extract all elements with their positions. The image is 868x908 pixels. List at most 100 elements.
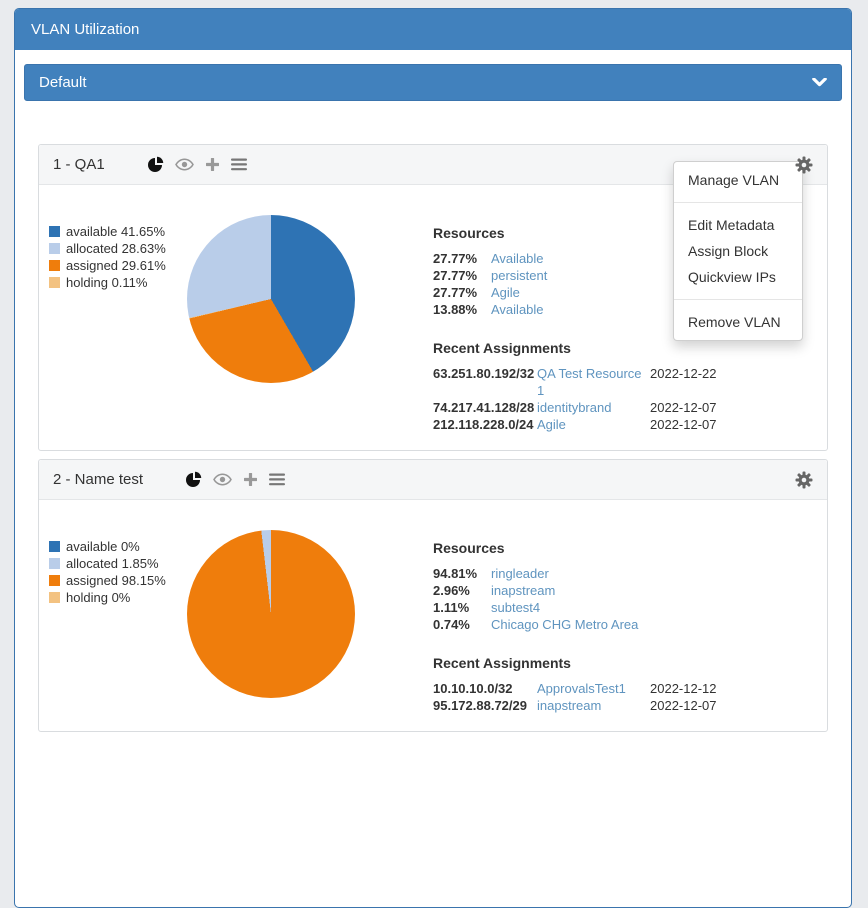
menu-divider — [674, 202, 802, 203]
group-title: Default — [39, 74, 87, 91]
vlan-card-title: 2 - Name test — [53, 471, 144, 488]
utilization-pie-chart — [187, 215, 355, 383]
utilization-pie-chart — [187, 530, 355, 698]
menu-item-manage-vlan[interactable]: Manage VLAN — [688, 172, 780, 188]
resource-pct: 27.77% — [433, 251, 478, 266]
vlan-card-header: 2 - Name test — [39, 460, 827, 500]
legend-term: allocated — [66, 241, 119, 256]
resource-link[interactable]: persistent — [491, 268, 548, 283]
menu-item-quickview-ips[interactable]: Quickview IPs — [688, 269, 776, 285]
assignment-row: 10.10.10.0/32 ApprovalsTest1 2022-12-12 — [433, 680, 717, 697]
assignment-block: 95.172.88.72/29 — [433, 698, 527, 713]
resource-pct: 94.81% — [433, 566, 478, 581]
assignments-list: 63.251.80.192/32 QA Test Resource 1 2022-1… — [433, 365, 717, 433]
resource-pct: 1.11% — [433, 600, 470, 615]
assignment-resource-link[interactable]: Agile — [537, 417, 566, 432]
recent-assignments-heading: Recent Assignments — [433, 340, 571, 356]
assignment-date: 2022-12-07 — [650, 698, 717, 713]
assignment-resource-link[interactable]: ApprovalsTest1 — [537, 681, 626, 696]
legend-item: allocated 1.85% — [49, 555, 179, 572]
menu-divider — [674, 299, 802, 300]
assignment-resource-link[interactable]: inapstream — [537, 698, 602, 713]
plus-icon[interactable] — [205, 157, 220, 172]
menu-item-edit-metadata[interactable]: Edit Metadata — [688, 217, 775, 233]
resource-pct: 13.88% — [433, 302, 478, 317]
menu-item-assign-block[interactable]: Assign Block — [688, 243, 769, 259]
gear-icon[interactable] — [795, 471, 813, 489]
assignment-block: 63.251.80.192/32 — [433, 366, 535, 381]
legend-item: holding 0.11% — [49, 274, 179, 291]
legend-swatch — [49, 575, 60, 586]
resource-row: 27.77% Agile — [433, 284, 717, 301]
resource-pct: 0.74% — [433, 617, 470, 632]
pie-chart-icon[interactable] — [147, 156, 164, 173]
assignment-date: 2022-12-07 — [650, 400, 717, 415]
gear-icon[interactable] — [795, 156, 813, 174]
legend-value: 98.15% — [121, 573, 166, 588]
card-toolbar — [185, 471, 286, 488]
assignment-row: 63.251.80.192/32 QA Test Resource 1 2022-1… — [433, 365, 717, 399]
resource-row: 94.81% ringleader — [433, 565, 717, 582]
resource-pct: 27.77% — [433, 285, 478, 300]
resource-row: 2.96% inapstream — [433, 582, 717, 599]
plus-icon[interactable] — [243, 472, 258, 487]
legend-value: 0.11% — [111, 275, 148, 290]
list-icon[interactable] — [269, 473, 286, 486]
vlan-card-header: 1 - QA1 — [39, 145, 827, 185]
legend-term: assigned — [66, 573, 119, 588]
resources-list: 27.77% Available 27.77% persistent 27.77% A… — [433, 250, 717, 318]
resource-link[interactable]: inapstream — [491, 583, 556, 598]
legend-term: assigned — [66, 258, 119, 273]
legend-value: 41.65% — [120, 224, 166, 239]
resource-link[interactable]: Available — [491, 302, 544, 317]
resource-link[interactable]: Agile — [491, 285, 520, 300]
pie-chart-icon[interactable] — [185, 471, 202, 488]
vlan-card-body: available 41.65% allocated 28.63% assign… — [39, 185, 827, 450]
chevron-down-icon[interactable] — [812, 73, 827, 92]
assignment-block: 74.217.41.128/28 — [433, 400, 535, 415]
gear-dropdown-menu: Manage VLAN Edit Metadata Assign Block Q… — [673, 161, 803, 341]
assignments-list: 10.10.10.0/32 ApprovalsTest1 2022-12-12 95… — [433, 680, 717, 714]
list-icon[interactable] — [230, 158, 247, 171]
assignment-row: 95.172.88.72/29 inapstream 2022-12-07 — [433, 697, 717, 714]
legend-item: assigned 98.15% — [49, 572, 179, 589]
resource-row: 27.77% Available — [433, 250, 717, 267]
resource-pct: 27.77% — [433, 268, 478, 283]
legend-swatch — [49, 541, 60, 552]
resource-row: 1.11% subtest4 — [433, 599, 717, 616]
vlan-card-body: available 0% allocated 1.85% assigned 98… — [39, 500, 827, 731]
resource-pct: 2.96% — [433, 583, 470, 598]
card-toolbar — [147, 156, 247, 173]
resource-link[interactable]: ringleader — [491, 566, 549, 581]
chart-legend: available 41.65% allocated 28.63% assign… — [49, 223, 179, 433]
card-details: Resources 27.77% Available 27.77% persiste… — [433, 215, 717, 433]
legend-term: available — [66, 224, 118, 239]
assignment-resource-link[interactable]: QA Test Resource 1 — [537, 366, 642, 398]
assignment-resource-link[interactable]: identitybrand — [537, 400, 612, 415]
legend-term: holding — [66, 590, 108, 605]
resource-link[interactable]: Chicago CHG Metro Area — [491, 617, 639, 632]
legend-value: 1.85% — [121, 556, 159, 571]
legend-term: holding — [66, 275, 108, 290]
eye-icon[interactable] — [174, 158, 194, 171]
resource-row: 0.74% Chicago CHG Metro Area — [433, 616, 717, 633]
resources-heading: Resources — [433, 225, 505, 241]
legend-item: assigned 29.61% — [49, 257, 179, 274]
legend-swatch — [49, 592, 60, 603]
assignment-date: 2022-12-22 — [650, 366, 717, 381]
assignment-block: 10.10.10.0/32 — [433, 681, 513, 696]
legend-swatch — [49, 558, 60, 569]
menu-item-remove-vlan[interactable]: Remove VLAN — [688, 314, 781, 330]
panel-body: Default 1 - QA1 — [15, 50, 851, 752]
resource-link[interactable]: subtest4 — [491, 600, 541, 615]
resources-heading: Resources — [433, 540, 505, 556]
eye-icon[interactable] — [213, 473, 232, 486]
resource-row: 27.77% persistent — [433, 267, 717, 284]
legend-term: allocated — [66, 556, 119, 571]
legend-value: 29.61% — [121, 258, 166, 273]
group-header-default[interactable]: Default — [24, 64, 842, 101]
assignment-row: 212.118.228.0/24 Agile 2022-12-07 — [433, 416, 717, 433]
legend-swatch — [49, 260, 60, 271]
resource-link[interactable]: Available — [491, 251, 544, 266]
legend-swatch — [49, 277, 60, 288]
